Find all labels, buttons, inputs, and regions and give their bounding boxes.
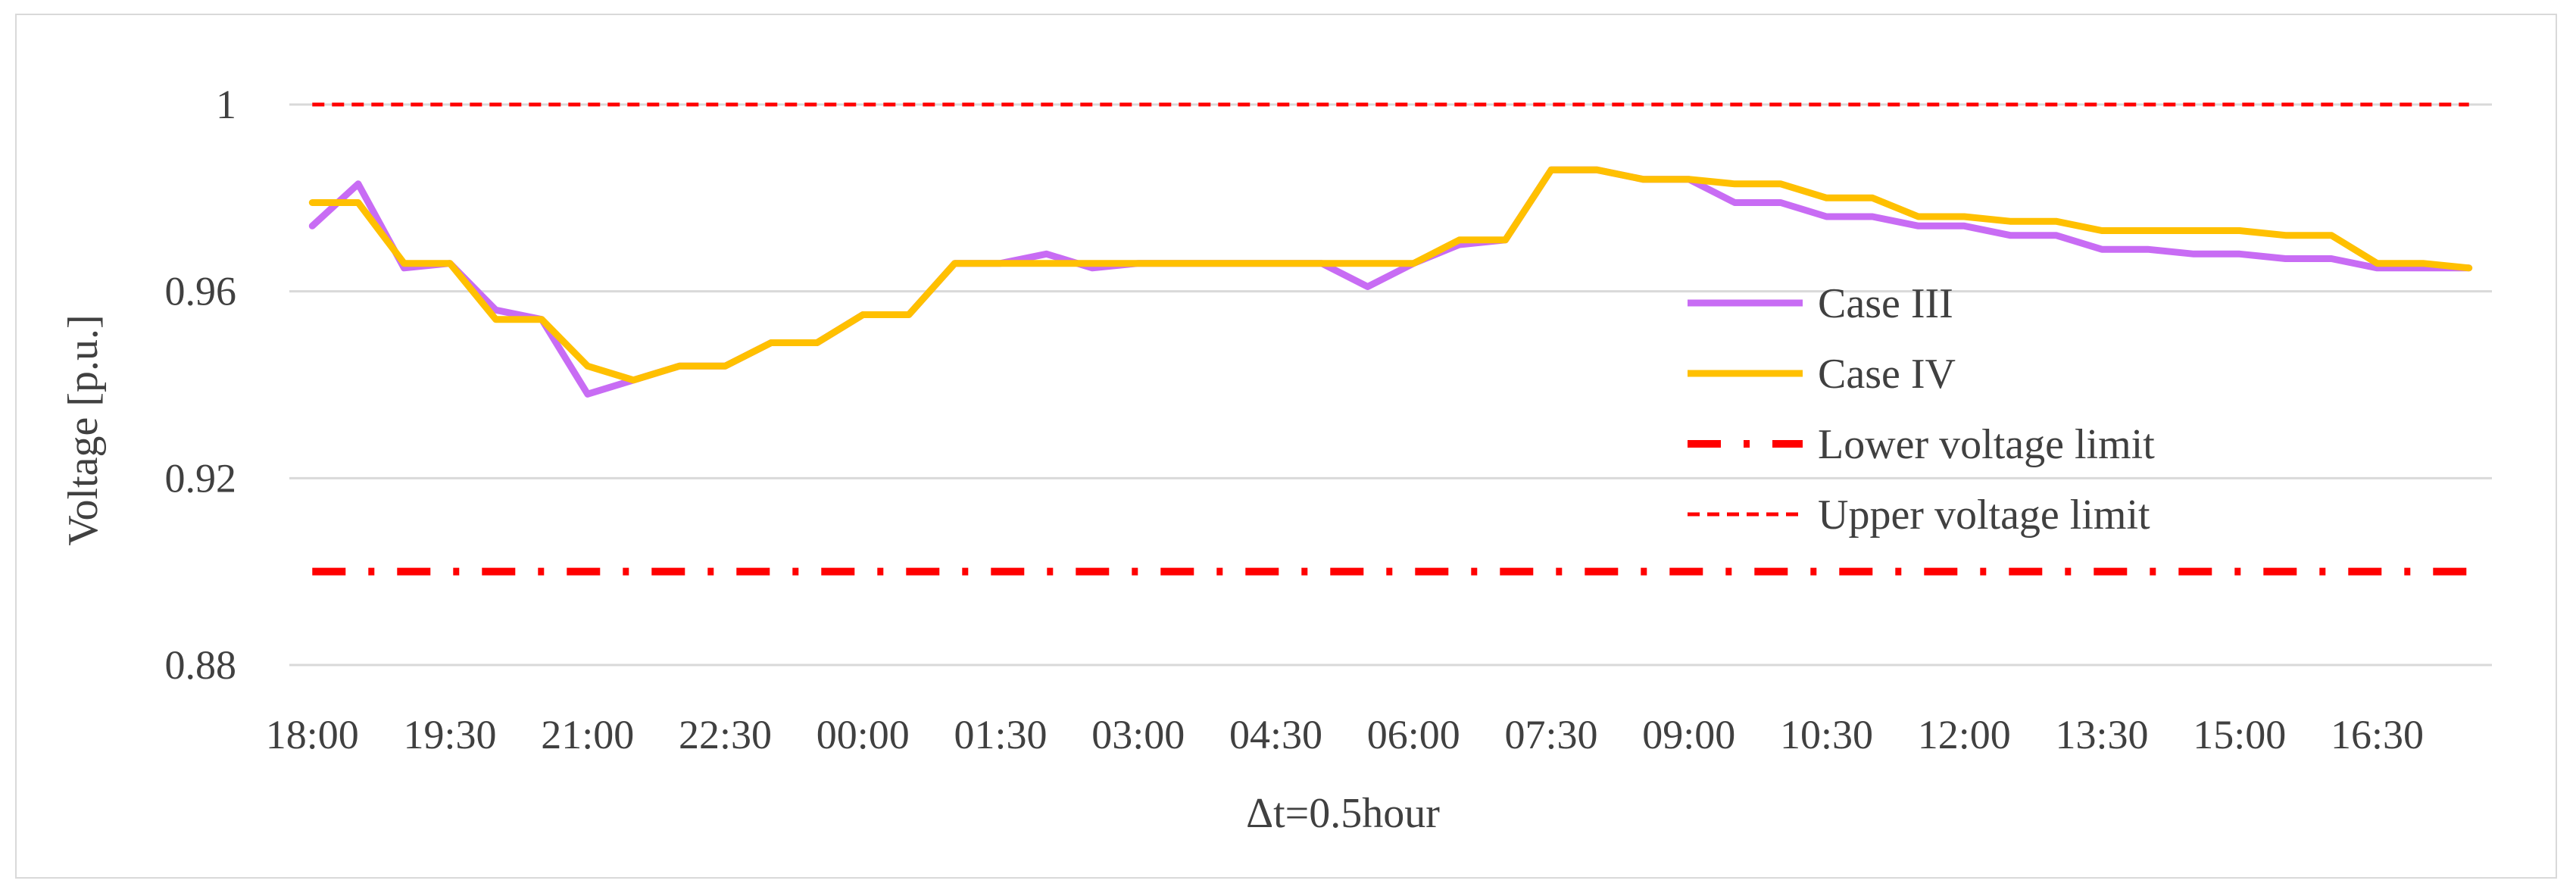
x-tick-label: 16:30 — [2331, 712, 2424, 757]
y-tick-label: 1 — [216, 82, 236, 127]
x-tick-label: 01:30 — [954, 712, 1048, 757]
legend-label-case-iii: Case III — [1818, 280, 1953, 327]
series-line-case-iv — [308, 166, 2473, 384]
x-tick-label: 09:00 — [1642, 712, 1735, 757]
grid-layer — [289, 103, 2492, 667]
x-tick-label: 21:00 — [541, 712, 634, 757]
x-tick-label: 10:30 — [1780, 712, 1873, 757]
y-tick-label: 0.88 — [165, 642, 237, 688]
x-tick-label: 13:30 — [2056, 712, 2149, 757]
x-tick-label: 18:00 — [266, 712, 359, 757]
y-tick-label: 0.92 — [165, 455, 237, 501]
x-tick-label: 07:30 — [1505, 712, 1598, 757]
y-axis-title: Voltage [p.u.] — [60, 314, 107, 545]
legend: Case III Case IV Lower voltage limit Upper … — [1688, 280, 2155, 539]
legend-label-upper-voltage-limit: Upper voltage limit — [1818, 492, 2150, 539]
x-tick-label: 00:00 — [817, 712, 910, 757]
series-layer — [308, 102, 2473, 576]
x-tick-label: 12:00 — [1918, 712, 2011, 757]
x-tick-label: 03:00 — [1091, 712, 1185, 757]
x-tick-label: 19:30 — [404, 712, 497, 757]
legend-label-case-iv: Case IV — [1818, 351, 1956, 398]
y-axis-ticks: 0.88 0.92 0.96 1 — [165, 82, 237, 688]
series-line-case-iii — [308, 166, 2473, 398]
x-axis-ticks: 18:00 19:30 21:00 22:30 00:00 01:30 03:00 04:30… — [266, 712, 2424, 757]
x-tick-label: 06:00 — [1367, 712, 1460, 757]
chart-frame — [15, 14, 2557, 879]
x-tick-label: 04:30 — [1229, 712, 1322, 757]
x-tick-label: 15:00 — [2193, 712, 2286, 757]
y-tick-label: 0.96 — [165, 269, 237, 314]
x-axis-title: Δt=0.5hour — [1246, 790, 1440, 837]
legend-label-lower-voltage-limit: Lower voltage limit — [1818, 421, 2155, 468]
x-tick-label: 22:30 — [679, 712, 772, 757]
